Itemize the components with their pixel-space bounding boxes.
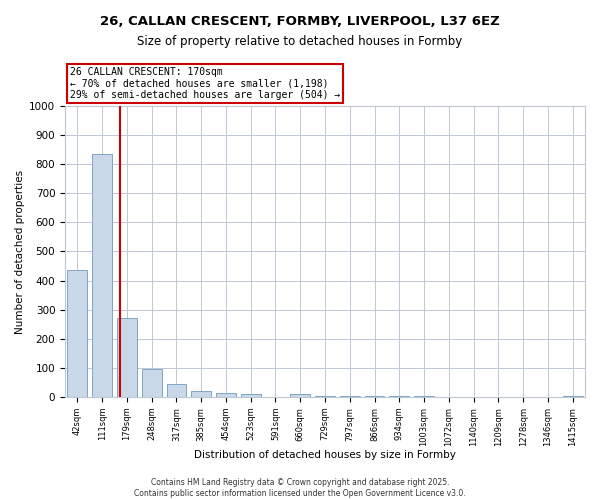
Bar bbox=[167, 384, 187, 397]
Bar bbox=[216, 392, 236, 397]
Bar bbox=[191, 391, 211, 397]
Bar bbox=[365, 396, 385, 397]
Bar bbox=[67, 270, 87, 397]
Text: 26, CALLAN CRESCENT, FORMBY, LIVERPOOL, L37 6EZ: 26, CALLAN CRESCENT, FORMBY, LIVERPOOL, … bbox=[100, 15, 500, 28]
Bar bbox=[92, 154, 112, 397]
X-axis label: Distribution of detached houses by size in Formby: Distribution of detached houses by size … bbox=[194, 450, 456, 460]
Bar bbox=[340, 396, 359, 397]
Bar bbox=[563, 396, 583, 397]
Y-axis label: Number of detached properties: Number of detached properties bbox=[15, 170, 25, 334]
Text: Contains HM Land Registry data © Crown copyright and database right 2025.
Contai: Contains HM Land Registry data © Crown c… bbox=[134, 478, 466, 498]
Text: Size of property relative to detached houses in Formby: Size of property relative to detached ho… bbox=[137, 35, 463, 48]
Text: 26 CALLAN CRESCENT: 170sqm
← 70% of detached houses are smaller (1,198)
29% of s: 26 CALLAN CRESCENT: 170sqm ← 70% of deta… bbox=[70, 67, 340, 100]
Bar bbox=[290, 394, 310, 397]
Bar bbox=[389, 396, 409, 397]
Bar bbox=[117, 318, 137, 397]
Bar bbox=[315, 396, 335, 397]
Bar bbox=[142, 370, 161, 397]
Bar bbox=[241, 394, 260, 397]
Bar bbox=[414, 396, 434, 397]
